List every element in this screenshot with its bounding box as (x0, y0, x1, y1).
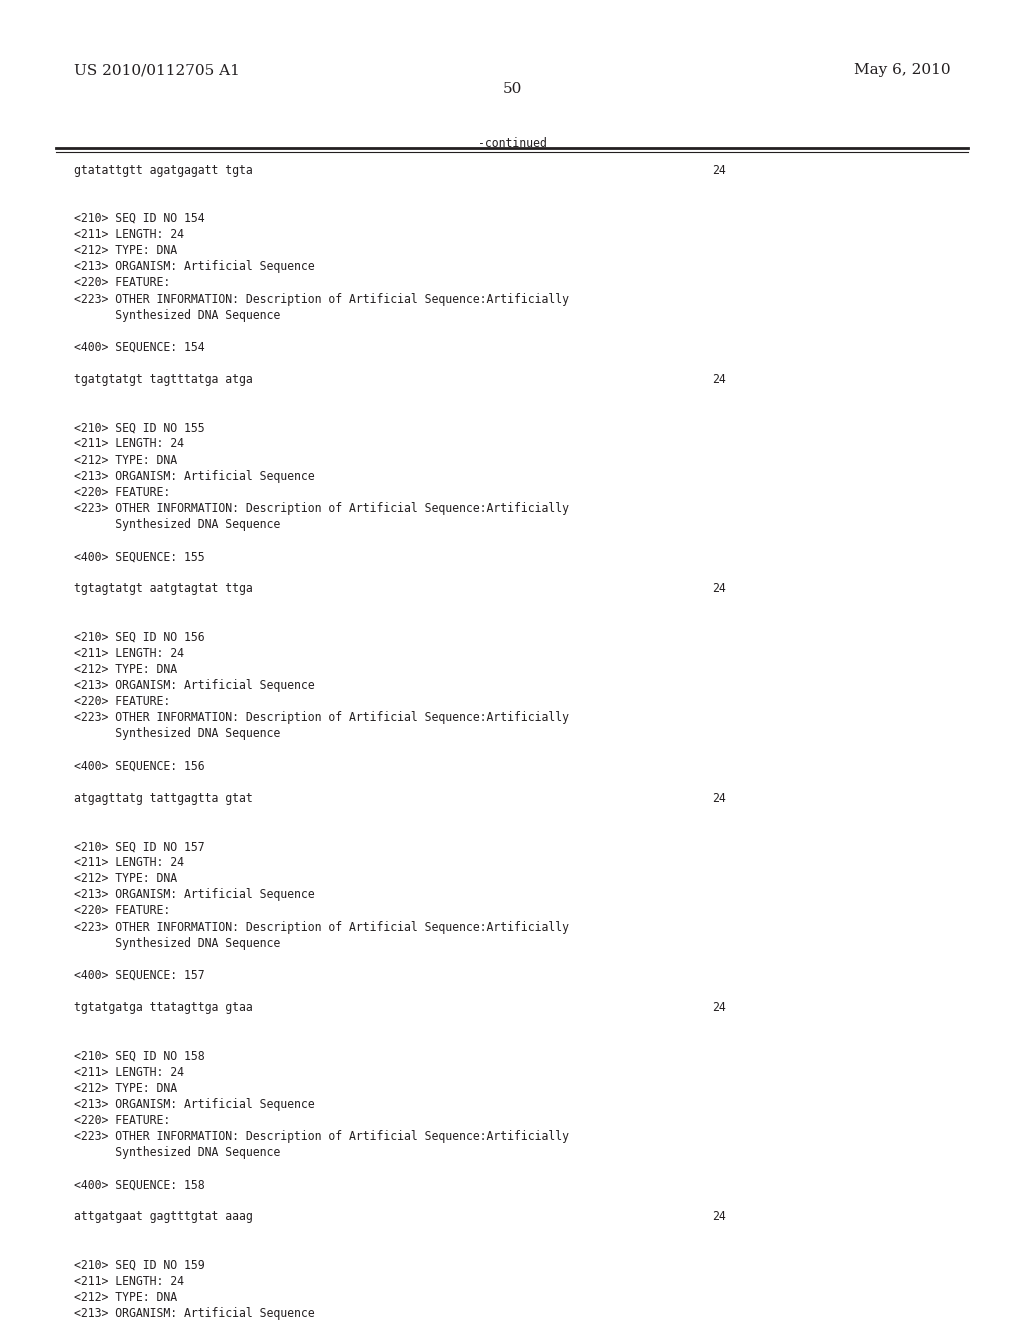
Text: -continued: -continued (477, 137, 547, 150)
Text: Synthesized DNA Sequence: Synthesized DNA Sequence (74, 517, 280, 531)
Text: <220> FEATURE:: <220> FEATURE: (74, 1114, 170, 1127)
Text: <210> SEQ ID NO 156: <210> SEQ ID NO 156 (74, 631, 205, 644)
Text: <400> SEQUENCE: 154: <400> SEQUENCE: 154 (74, 341, 205, 354)
Text: <211> LENGTH: 24: <211> LENGTH: 24 (74, 437, 183, 450)
Text: <211> LENGTH: 24: <211> LENGTH: 24 (74, 1065, 183, 1078)
Text: <212> TYPE: DNA: <212> TYPE: DNA (74, 1291, 177, 1304)
Text: 24: 24 (712, 1210, 725, 1224)
Text: <212> TYPE: DNA: <212> TYPE: DNA (74, 454, 177, 466)
Text: <400> SEQUENCE: 158: <400> SEQUENCE: 158 (74, 1179, 205, 1191)
Text: <223> OTHER INFORMATION: Description of Artificial Sequence:Artificially: <223> OTHER INFORMATION: Description of … (74, 502, 568, 515)
Text: tgtatgatga ttatagttga gtaa: tgtatgatga ttatagttga gtaa (74, 1001, 253, 1014)
Text: tgatgtatgt tagtttatga atga: tgatgtatgt tagtttatga atga (74, 374, 253, 385)
Text: Synthesized DNA Sequence: Synthesized DNA Sequence (74, 727, 280, 741)
Text: <223> OTHER INFORMATION: Description of Artificial Sequence:Artificially: <223> OTHER INFORMATION: Description of … (74, 711, 568, 725)
Text: tgtagtatgt aatgtagtat ttga: tgtagtatgt aatgtagtat ttga (74, 582, 253, 595)
Text: Synthesized DNA Sequence: Synthesized DNA Sequence (74, 937, 280, 949)
Text: 24: 24 (712, 1001, 725, 1014)
Text: <211> LENGTH: 24: <211> LENGTH: 24 (74, 1275, 183, 1288)
Text: Synthesized DNA Sequence: Synthesized DNA Sequence (74, 1146, 280, 1159)
Text: 24: 24 (712, 164, 725, 177)
Text: <211> LENGTH: 24: <211> LENGTH: 24 (74, 857, 183, 869)
Text: <400> SEQUENCE: 155: <400> SEQUENCE: 155 (74, 550, 205, 564)
Text: <400> SEQUENCE: 157: <400> SEQUENCE: 157 (74, 969, 205, 982)
Text: 24: 24 (712, 582, 725, 595)
Text: 50: 50 (503, 82, 521, 96)
Text: Synthesized DNA Sequence: Synthesized DNA Sequence (74, 309, 280, 322)
Text: <223> OTHER INFORMATION: Description of Artificial Sequence:Artificially: <223> OTHER INFORMATION: Description of … (74, 293, 568, 305)
Text: attgatgaat gagtttgtat aaag: attgatgaat gagtttgtat aaag (74, 1210, 253, 1224)
Text: <213> ORGANISM: Artificial Sequence: <213> ORGANISM: Artificial Sequence (74, 1098, 314, 1110)
Text: <210> SEQ ID NO 159: <210> SEQ ID NO 159 (74, 1259, 205, 1271)
Text: <210> SEQ ID NO 154: <210> SEQ ID NO 154 (74, 213, 205, 224)
Text: atgagttatg tattgagtta gtat: atgagttatg tattgagtta gtat (74, 792, 253, 805)
Text: 24: 24 (712, 792, 725, 805)
Text: May 6, 2010: May 6, 2010 (854, 63, 950, 78)
Text: <212> TYPE: DNA: <212> TYPE: DNA (74, 873, 177, 886)
Text: <223> OTHER INFORMATION: Description of Artificial Sequence:Artificially: <223> OTHER INFORMATION: Description of … (74, 920, 568, 933)
Text: <211> LENGTH: 24: <211> LENGTH: 24 (74, 228, 183, 242)
Text: <210> SEQ ID NO 155: <210> SEQ ID NO 155 (74, 421, 205, 434)
Text: <210> SEQ ID NO 158: <210> SEQ ID NO 158 (74, 1049, 205, 1063)
Text: <213> ORGANISM: Artificial Sequence: <213> ORGANISM: Artificial Sequence (74, 888, 314, 902)
Text: <220> FEATURE:: <220> FEATURE: (74, 276, 170, 289)
Text: <212> TYPE: DNA: <212> TYPE: DNA (74, 663, 177, 676)
Text: US 2010/0112705 A1: US 2010/0112705 A1 (74, 63, 240, 78)
Text: <213> ORGANISM: Artificial Sequence: <213> ORGANISM: Artificial Sequence (74, 470, 314, 483)
Text: <213> ORGANISM: Artificial Sequence: <213> ORGANISM: Artificial Sequence (74, 260, 314, 273)
Text: <220> FEATURE:: <220> FEATURE: (74, 696, 170, 708)
Text: <211> LENGTH: 24: <211> LENGTH: 24 (74, 647, 183, 660)
Text: <220> FEATURE:: <220> FEATURE: (74, 904, 170, 917)
Text: <223> OTHER INFORMATION: Description of Artificial Sequence:Artificially: <223> OTHER INFORMATION: Description of … (74, 1130, 568, 1143)
Text: <213> ORGANISM: Artificial Sequence: <213> ORGANISM: Artificial Sequence (74, 1307, 314, 1320)
Text: gtatattgtt agatgagatt tgta: gtatattgtt agatgagatt tgta (74, 164, 253, 177)
Text: <213> ORGANISM: Artificial Sequence: <213> ORGANISM: Artificial Sequence (74, 678, 314, 692)
Text: <400> SEQUENCE: 156: <400> SEQUENCE: 156 (74, 759, 205, 772)
Text: <220> FEATURE:: <220> FEATURE: (74, 486, 170, 499)
Text: 24: 24 (712, 374, 725, 385)
Text: <212> TYPE: DNA: <212> TYPE: DNA (74, 244, 177, 257)
Text: <210> SEQ ID NO 157: <210> SEQ ID NO 157 (74, 840, 205, 853)
Text: <212> TYPE: DNA: <212> TYPE: DNA (74, 1081, 177, 1094)
